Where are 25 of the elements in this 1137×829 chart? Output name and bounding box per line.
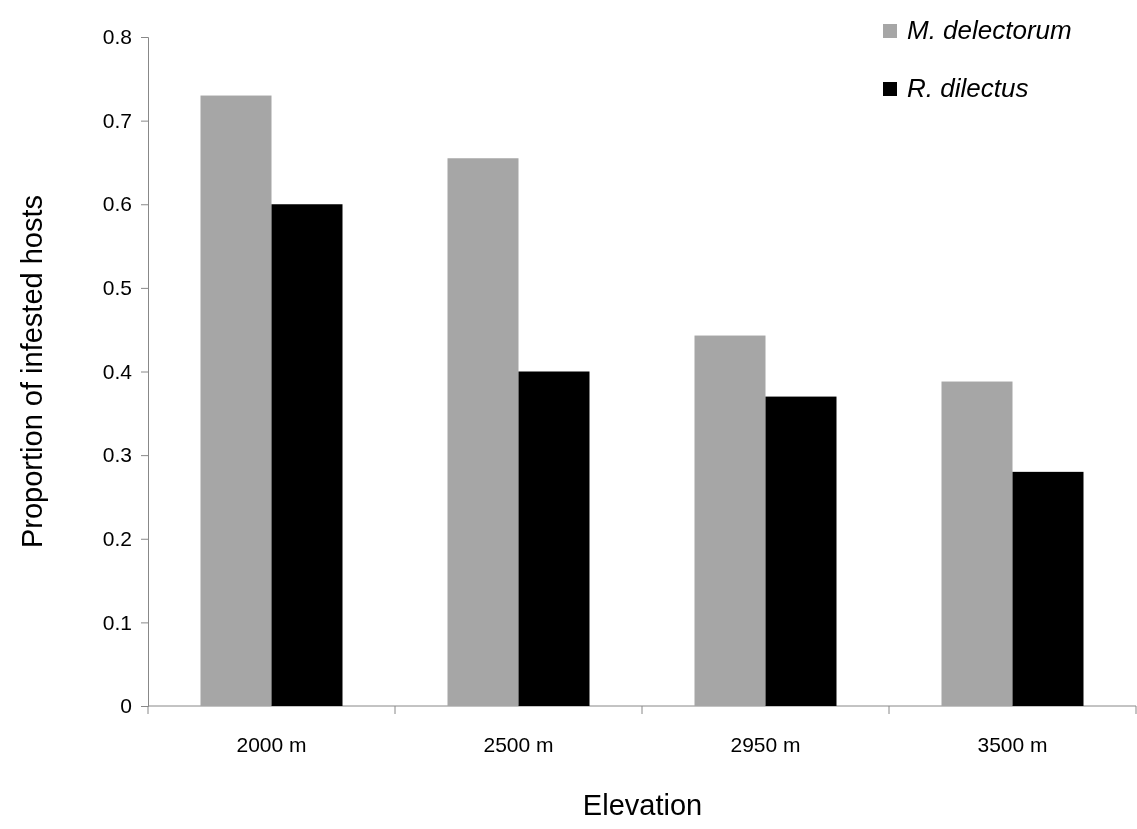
bar <box>694 335 766 706</box>
y-tick-label: 0.4 <box>102 359 133 383</box>
y-tick-label: 0.8 <box>102 25 132 49</box>
y-tick-label: 0 <box>120 694 132 718</box>
legend-label: R. dilectus <box>907 73 1029 103</box>
bar <box>765 396 837 706</box>
x-tick-label: 3500 m <box>977 733 1048 756</box>
x-tick-label: 2950 m <box>730 733 801 756</box>
legend-label: M. delectorum <box>907 15 1072 45</box>
y-tick-label: 0.5 <box>102 276 132 300</box>
y-tick-label: 0.3 <box>102 443 132 467</box>
y-axis-title: Proportion of infested hosts <box>16 194 48 549</box>
bar <box>447 158 519 706</box>
bar <box>518 371 590 706</box>
x-axis-title: Elevation <box>582 789 703 821</box>
bar <box>271 204 343 706</box>
y-tick-label: 0.6 <box>102 192 132 216</box>
bar <box>200 95 272 706</box>
bar <box>941 381 1013 706</box>
y-tick-label: 0.7 <box>102 108 132 132</box>
y-tick-label: 0.1 <box>102 610 132 634</box>
y-tick-label: 0.2 <box>102 526 132 550</box>
x-tick-label: 2500 m <box>483 733 554 756</box>
x-tick-label: 2000 m <box>236 733 307 756</box>
bar <box>1012 471 1084 706</box>
